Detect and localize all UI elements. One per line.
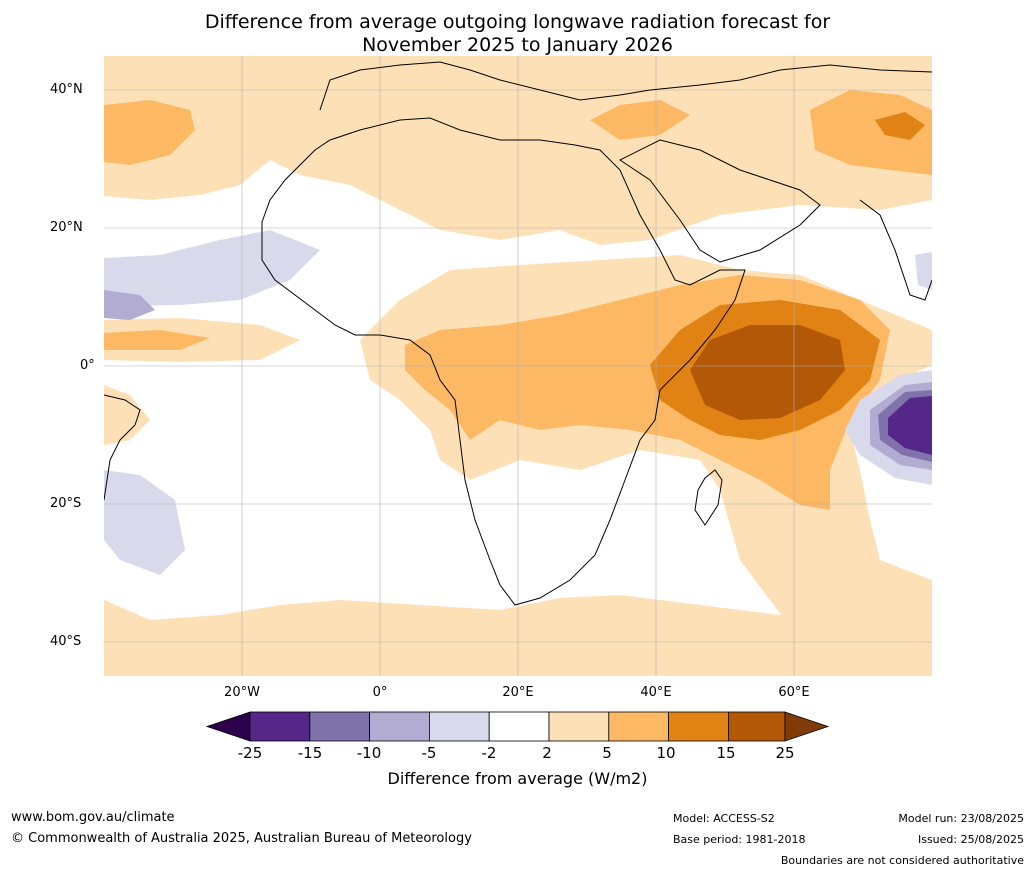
lat-label-40s: 40°S: [50, 634, 82, 649]
website-link[interactable]: www.bom.gov.au/climate: [11, 810, 175, 825]
map-gridlines: [104, 56, 932, 676]
colorbar-swatch: [428, 711, 490, 742]
anomaly-brown-core: [690, 325, 845, 420]
anomaly-purple-indian-ocean: [888, 396, 932, 455]
anomaly-light-orange-gulf: [104, 385, 150, 445]
colorbar-min-extension: [205, 711, 251, 742]
colorbar-tick: -25: [237, 744, 263, 762]
model-run-date: Model run: 23/08/2025: [898, 812, 1024, 825]
anomaly-orange-atlantic-north: [104, 100, 195, 165]
colorbar-title: Difference from average (W/m2): [387, 769, 648, 788]
anomaly-orange-mideast: [810, 90, 932, 175]
lat-label-40n: 40°N: [50, 82, 83, 97]
anomaly-lilac-tropical-atlantic: [104, 290, 155, 320]
lon-label-0: 0°: [372, 685, 388, 700]
anomaly-lavender-tropical-atlantic: [104, 230, 320, 306]
colorbar-tick: -10: [356, 744, 382, 762]
colorbar-swatch: [548, 711, 610, 742]
colorbar-swatch: [608, 711, 669, 742]
colorbar-tick: -5: [421, 744, 437, 762]
colorbar-max-extension: [784, 711, 830, 742]
boundaries-disclaimer: Boundaries are not considered authoritat…: [780, 854, 1024, 867]
coastline-arabia: [619, 139, 821, 263]
base-period: Base period: 1981-2018: [673, 833, 806, 846]
colorbar-tick: 25: [775, 744, 795, 762]
anomaly-lavender-south-atlantic: [104, 470, 185, 575]
lon-label-60e: 60°E: [778, 685, 810, 700]
map-title-line1: Difference from average outgoing longwav…: [204, 11, 831, 33]
colorbar-swatch: [309, 711, 370, 742]
colorbar-swatch: [728, 711, 786, 742]
anomaly-orange-atlantic-eq: [104, 330, 210, 350]
colorbar-swatch: [668, 711, 729, 742]
colorbar: [205, 711, 830, 742]
anomaly-field: [104, 56, 932, 676]
anomaly-orange-levant: [590, 100, 690, 140]
colorbar-swatch: [488, 711, 550, 742]
colorbar-tick: 2: [542, 744, 552, 762]
anomaly-lavender-arabian-sea: [915, 252, 932, 290]
colorbar-swatch: [249, 711, 311, 742]
map-title-line2: November 2025 to January 2026: [362, 34, 673, 56]
coastline-india: [859, 199, 932, 301]
coastlines: [104, 61, 932, 606]
coastline-africa: [261, 117, 746, 606]
lat-label-20n: 20°N: [50, 220, 83, 235]
colorbar-tick: 5: [602, 744, 612, 762]
coastline-madagascar: [694, 469, 723, 526]
colorbar-tick: 10: [656, 744, 676, 762]
colorbar-swatch: [369, 711, 430, 742]
coastline-south-america: [104, 394, 141, 501]
issued-date: Issued: 25/08/2025: [917, 833, 1024, 846]
colorbar-tick: -2: [481, 744, 497, 762]
colorbar-tick: -15: [297, 744, 323, 762]
model-name: Model: ACCESS-S2: [673, 812, 775, 825]
lat-label-equator: 0°: [80, 358, 95, 373]
coastline-europe: [319, 61, 932, 111]
lon-label-20w: 20°W: [224, 685, 260, 700]
lon-label-20e: 20°E: [502, 685, 534, 700]
anomaly-dark-orange-mideast: [875, 112, 925, 140]
copyright-text: © Commonwealth of Australia 2025, Austra…: [11, 831, 472, 846]
lon-label-40e: 40°E: [640, 685, 672, 700]
colorbar-tick: 15: [716, 744, 736, 762]
lat-label-20s: 20°S: [50, 496, 82, 511]
